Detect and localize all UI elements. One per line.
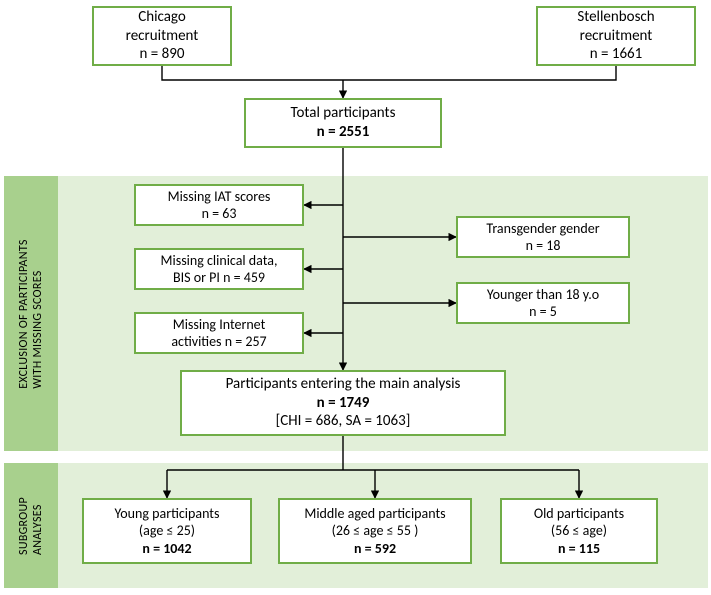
subgroup-sidebar-label: SUBGROUP ANALYSES (17, 497, 45, 555)
transgender-node: Transgender gender n = 18 (456, 216, 630, 258)
main-line2: n = 1749 (317, 394, 370, 413)
missing-iat-node: Missing IAT scores n = 63 (134, 184, 304, 226)
clinical-line2: BIS or PI n = 459 (173, 269, 265, 287)
old-line1: Old participants (534, 505, 624, 523)
subgroup-sidebar: SUBGROUP ANALYSES (4, 463, 58, 588)
trans-line1: Transgender gender (486, 220, 599, 238)
exclusion-sidebar-line2: WITH MISSING SCORES (31, 239, 45, 389)
main-line3: [CHI = 686, SA = 1063] (276, 412, 411, 431)
iat-line2: n = 63 (202, 205, 237, 223)
stellen-line3: n = 1661 (590, 45, 643, 64)
youngp-line1: Young participants (115, 505, 220, 523)
chicago-node: Chicago recruitment n = 890 (92, 6, 232, 66)
youngp-line2: (age ≤ 25) (139, 522, 195, 540)
stellenbosch-node: Stellenbosch recruitment n = 1661 (536, 6, 696, 66)
under18-node: Younger than 18 y.o n = 5 (456, 282, 630, 324)
youngp-line3: n = 1042 (142, 540, 191, 558)
young18-line2: n = 5 (529, 303, 557, 321)
stellen-line2: recruitment (580, 27, 653, 46)
chicago-line2: recruitment (126, 27, 199, 46)
exclusion-sidebar-line1: EXCLUSION OF PARTICIPANTS (17, 239, 31, 389)
missing-clinical-node: Missing clinical data, BIS or PI n = 459 (134, 248, 304, 290)
main-analysis-node: Participants entering the main analysis … (180, 370, 506, 436)
clinical-line1: Missing clinical data, (161, 252, 278, 270)
iat-line1: Missing IAT scores (168, 188, 271, 206)
old-participants-node: Old participants (56 ≤ age) n = 115 (500, 498, 658, 564)
subgroup-sidebar-line1: SUBGROUP (17, 497, 31, 555)
chicago-line1: Chicago (138, 8, 186, 27)
exclusion-sidebar: EXCLUSION OF PARTICIPANTS WITH MISSING S… (4, 176, 58, 451)
total-node: Total participants n = 2551 (244, 98, 442, 148)
young18-line1: Younger than 18 y.o (487, 286, 599, 304)
total-line1: Total participants (291, 104, 396, 123)
total-line2: n = 2551 (317, 123, 370, 142)
trans-line2: n = 18 (526, 237, 561, 255)
subgroup-sidebar-line2: ANALYSES (31, 497, 45, 555)
chicago-line3: n = 890 (140, 45, 185, 64)
internet-line1: Missing Internet (173, 316, 266, 334)
middle-line1: Middle aged participants (304, 505, 445, 523)
stellen-line1: Stellenbosch (577, 8, 654, 27)
old-line3: n = 115 (558, 540, 600, 558)
young-participants-node: Young participants (age ≤ 25) n = 1042 (82, 498, 252, 564)
missing-internet-node: Missing Internet activities n = 257 (134, 312, 304, 354)
middle-participants-node: Middle aged participants (26 ≤ age ≤ 55 … (278, 498, 472, 564)
exclusion-sidebar-label: EXCLUSION OF PARTICIPANTS WITH MISSING S… (17, 239, 45, 389)
old-line2: (56 ≤ age) (551, 522, 607, 540)
middle-line3: n = 592 (354, 540, 396, 558)
middle-line2: (26 ≤ age ≤ 55 ) (332, 522, 419, 540)
main-line1: Participants entering the main analysis (226, 375, 461, 394)
internet-line2: activities n = 257 (171, 333, 266, 351)
